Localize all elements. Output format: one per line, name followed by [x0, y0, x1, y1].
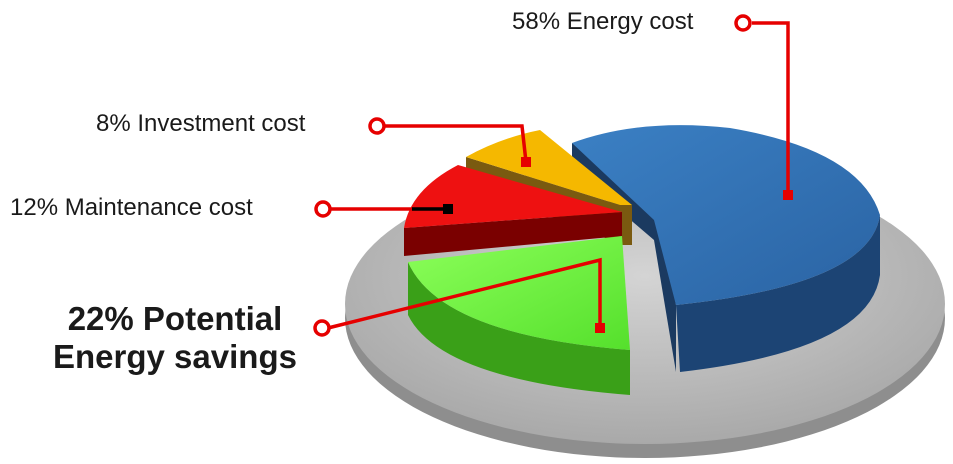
slice-investment-cost	[466, 130, 632, 205]
slice-energy-savings	[408, 236, 630, 350]
leader-dot-energy-savings	[595, 323, 605, 333]
slice-maintenance-cost	[404, 165, 622, 228]
leader-dot-investment-cost	[521, 157, 531, 167]
label-energy-savings-line-1: 22% Potential	[67, 300, 283, 337]
slice-side-energy-cost	[676, 215, 880, 372]
leader-line-energy-cost	[752, 21, 790, 195]
slice-side-energy-savings	[408, 262, 630, 395]
leader-line-energy-savings	[327, 257, 602, 330]
leader-dot-maintenance-cost	[443, 204, 453, 214]
label-energy-savings-line-2: Energy savings	[53, 338, 297, 375]
leader-ring-maintenance-cost	[314, 200, 332, 218]
leader-ring-energy-cost	[734, 14, 752, 32]
leader-line-investment-cost	[384, 124, 528, 163]
label-maintenance-cost: 12% Maintenance cost	[10, 194, 253, 221]
slice-energy-cost	[572, 125, 880, 305]
slice-side-maintenance-cost	[404, 212, 622, 256]
leader-ring-energy-savings	[313, 319, 331, 337]
leader-ring-investment-cost	[368, 117, 386, 135]
label-energy-savings: 22% Potential Energy savings	[34, 300, 316, 376]
label-energy-cost: 58% Energy cost	[512, 8, 694, 35]
label-investment-cost: 8% Investment cost	[96, 110, 306, 137]
leader-dot-energy-cost	[783, 190, 793, 200]
